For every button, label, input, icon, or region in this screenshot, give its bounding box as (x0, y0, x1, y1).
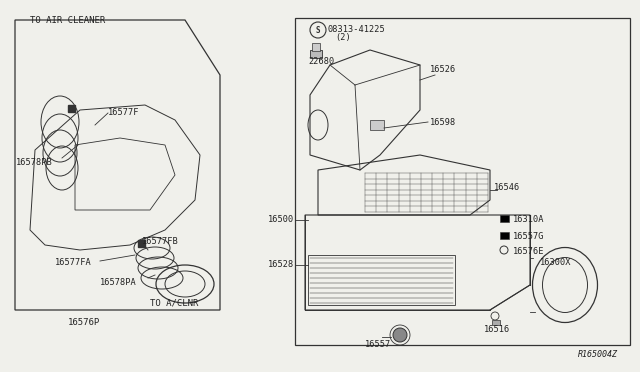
Text: 16528: 16528 (268, 260, 294, 269)
Text: 16577F: 16577F (108, 108, 140, 117)
Text: 22680: 22680 (308, 57, 334, 66)
Text: TO AIR CLEANER: TO AIR CLEANER (30, 16, 105, 25)
Text: 16300X: 16300X (540, 258, 572, 267)
Text: 16577FB: 16577FB (142, 237, 179, 246)
Text: 16557: 16557 (365, 340, 391, 349)
Text: TO A/CLNR: TO A/CLNR (150, 298, 198, 307)
Text: 16578PA: 16578PA (100, 278, 137, 287)
Bar (500, 232, 509, 239)
Text: (2): (2) (335, 33, 351, 42)
Text: 16576E: 16576E (513, 247, 545, 256)
Circle shape (393, 328, 407, 342)
Text: 16557G: 16557G (513, 232, 545, 241)
Text: 16598: 16598 (430, 118, 456, 127)
Text: 16516: 16516 (484, 325, 510, 334)
Bar (492, 320, 500, 325)
Bar (500, 215, 509, 222)
Bar (138, 240, 145, 247)
Bar (312, 43, 320, 51)
Text: S: S (316, 26, 320, 35)
Text: R165004Z: R165004Z (578, 350, 618, 359)
Text: 16578PB: 16578PB (16, 158, 52, 167)
Text: 16500: 16500 (268, 215, 294, 224)
Text: 16310A: 16310A (513, 215, 545, 224)
Text: 16546: 16546 (494, 183, 520, 192)
Text: 16576P: 16576P (68, 318, 100, 327)
Bar (370, 120, 384, 130)
Bar (68, 105, 75, 112)
Text: 08313-41225: 08313-41225 (328, 25, 386, 34)
Text: 16526: 16526 (430, 65, 456, 74)
Bar (310, 50, 322, 58)
Text: 16577FA: 16577FA (55, 258, 92, 267)
